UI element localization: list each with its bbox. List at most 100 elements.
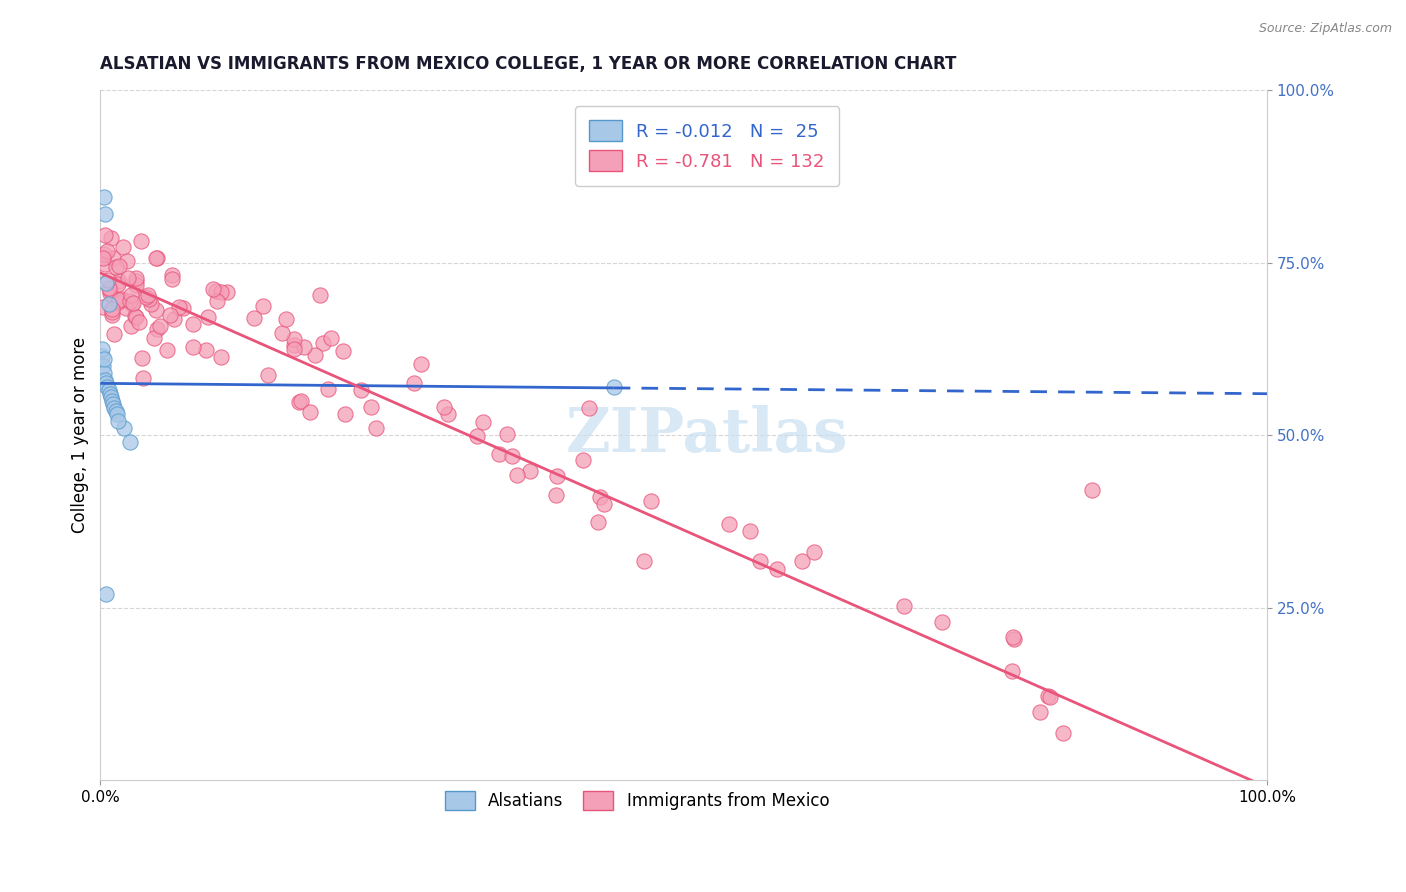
Text: ZIPatlas: ZIPatlas — [565, 405, 848, 465]
Point — [97, 297, 120, 311]
Point — [94, 373, 117, 387]
Point — [90, 349, 112, 363]
Point — [312, 335, 335, 350]
Point — [276, 312, 298, 326]
Point — [91, 300, 114, 314]
Point — [111, 293, 134, 307]
Point — [98, 281, 121, 295]
Point — [105, 408, 128, 422]
Point — [155, 343, 177, 358]
Point — [283, 332, 305, 346]
Point — [107, 295, 129, 310]
Point — [120, 318, 142, 333]
Point — [572, 453, 595, 467]
Point — [93, 366, 115, 380]
Point — [1036, 690, 1059, 704]
Point — [120, 288, 142, 302]
Point — [96, 380, 118, 394]
Point — [96, 244, 118, 258]
Point — [803, 544, 825, 558]
Point — [1081, 483, 1104, 498]
Point — [107, 414, 129, 428]
Point — [505, 468, 527, 483]
Point — [111, 240, 134, 254]
Point — [138, 292, 160, 306]
Point — [93, 251, 115, 265]
Point — [125, 274, 148, 288]
Point — [167, 300, 190, 314]
Point — [633, 554, 655, 568]
Point — [108, 274, 131, 288]
Point — [94, 227, 117, 242]
Point — [546, 488, 568, 502]
Point — [402, 376, 425, 390]
Point — [105, 260, 128, 274]
Point — [765, 562, 787, 576]
Point — [103, 401, 125, 415]
Point — [409, 357, 432, 371]
Point — [488, 447, 510, 461]
Point — [100, 286, 122, 301]
Point — [256, 368, 278, 382]
Point — [204, 284, 226, 298]
Point — [304, 348, 326, 362]
Point — [1028, 705, 1050, 719]
Point — [1002, 632, 1025, 646]
Point — [283, 338, 305, 352]
Point — [195, 343, 218, 358]
Point — [103, 397, 125, 411]
Point — [321, 331, 343, 345]
Text: Source: ZipAtlas.com: Source: ZipAtlas.com — [1258, 22, 1392, 36]
Point — [283, 342, 305, 356]
Point — [202, 282, 225, 296]
Point — [96, 587, 118, 601]
Point — [121, 296, 143, 310]
Point — [592, 496, 614, 510]
Point — [215, 285, 238, 299]
Point — [360, 401, 382, 415]
Point — [101, 393, 124, 408]
Point — [125, 310, 148, 325]
Point — [589, 490, 612, 504]
Point — [288, 395, 311, 409]
Point — [181, 317, 204, 331]
Point — [1039, 690, 1062, 705]
Point — [129, 234, 152, 248]
Point — [115, 253, 138, 268]
Point — [501, 449, 523, 463]
Point — [101, 251, 124, 265]
Point — [103, 327, 125, 342]
Point — [124, 309, 146, 323]
Point — [209, 285, 232, 300]
Point — [93, 190, 115, 204]
Point — [163, 312, 186, 326]
Point — [104, 404, 127, 418]
Point — [893, 599, 915, 613]
Point — [94, 257, 117, 271]
Point — [160, 272, 183, 286]
Point — [172, 301, 194, 315]
Point — [118, 435, 141, 450]
Point — [97, 273, 120, 287]
Point — [748, 554, 770, 568]
Point — [121, 295, 143, 310]
Point — [149, 318, 172, 333]
Point — [93, 247, 115, 261]
Point — [1001, 665, 1024, 679]
Point — [142, 331, 165, 345]
Point — [100, 390, 122, 404]
Point — [242, 311, 264, 326]
Point — [640, 494, 662, 508]
Point — [108, 259, 131, 273]
Point — [145, 251, 167, 265]
Point — [125, 278, 148, 293]
Point — [332, 344, 354, 359]
Point — [101, 305, 124, 319]
Point — [472, 415, 495, 429]
Point — [790, 554, 813, 568]
Point — [136, 288, 159, 302]
Point — [333, 407, 356, 421]
Point — [100, 231, 122, 245]
Point — [107, 277, 129, 292]
Point — [546, 469, 568, 483]
